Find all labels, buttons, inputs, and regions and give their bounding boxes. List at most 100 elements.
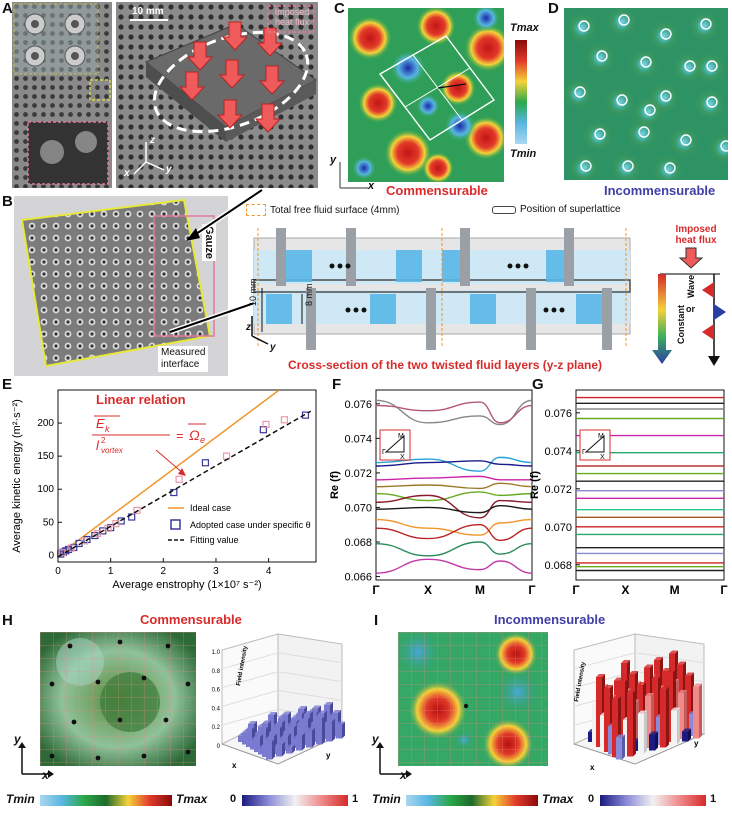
caption-incommensurable-i: Incommensurable xyxy=(494,612,606,627)
bar-top xyxy=(282,711,291,715)
photo-grid-overview xyxy=(12,2,112,188)
bar-side xyxy=(684,690,687,739)
vortex-spot xyxy=(699,93,721,115)
brillouin-path xyxy=(584,434,605,453)
x-tick-label: 3 xyxy=(213,566,219,577)
legend-superlattice-text: Position of superlattice xyxy=(520,204,621,215)
panel-d-heatmap xyxy=(564,8,728,180)
panel-label-b: B xyxy=(2,193,13,210)
imposed-heat-label-a: Imposed heat flux xyxy=(271,7,313,27)
tmax-label-h: Tmax xyxy=(176,792,208,806)
band-line xyxy=(375,475,532,481)
x-tick-label: 2 xyxy=(161,566,167,577)
superlattice-dot xyxy=(117,717,123,723)
colorbar-intensity-h xyxy=(242,795,348,806)
panel-label-c: C xyxy=(334,0,345,17)
bar-top xyxy=(276,741,285,745)
imposed-heat-line2: heat flux xyxy=(274,17,310,27)
series-line xyxy=(58,410,312,558)
bar-top xyxy=(336,721,345,725)
band-line xyxy=(375,482,533,490)
caption-commensurable-h: Commensurable xyxy=(140,612,242,627)
bar-top xyxy=(619,678,628,682)
bar-top xyxy=(645,693,654,696)
bar-side xyxy=(677,707,680,745)
bar-top xyxy=(262,720,271,724)
panel-h-heatmap xyxy=(40,632,196,766)
imposed-heat-flux-b-line2: heat flux xyxy=(675,235,717,246)
vortex-marker xyxy=(664,162,676,174)
y-tick-label: 0.070 xyxy=(344,502,372,514)
bar-side xyxy=(282,741,285,757)
panel-i-heatmap xyxy=(398,632,548,766)
measured-line2: interface xyxy=(161,359,200,370)
bar-top xyxy=(312,705,321,709)
panel-label-g: G xyxy=(532,376,544,393)
superlattice-dot xyxy=(185,749,191,755)
bar-top xyxy=(652,675,661,679)
panel-b-photo: Gauze Measured interface xyxy=(14,196,228,376)
y-tick-label: 0.076 xyxy=(344,399,372,411)
high-symmetry-label: M xyxy=(670,583,680,597)
bar-top xyxy=(654,657,663,660)
vortex-spot xyxy=(633,53,655,75)
cbar-min-i: 0 xyxy=(588,793,595,805)
legend-free-surface-text: Total free fluid surface (4mm) xyxy=(270,204,400,216)
bar-top xyxy=(276,720,285,723)
data-point xyxy=(175,475,183,483)
plot-frame xyxy=(575,389,725,581)
bar xyxy=(693,686,699,739)
y-tick-label: 0.068 xyxy=(544,560,572,572)
band-line xyxy=(375,491,533,502)
y-axis-label-3d: y xyxy=(326,751,331,760)
x-axis-label-3d: x xyxy=(590,763,595,772)
y-tick-label: 0.072 xyxy=(344,468,372,480)
bar xyxy=(286,747,292,754)
bar xyxy=(266,741,272,760)
dim-10mm-label: 10 mm xyxy=(248,278,258,306)
series-line xyxy=(58,390,280,556)
superlattice-dot xyxy=(95,755,101,761)
x-tick-label: 1 xyxy=(108,566,114,577)
bar-top xyxy=(246,726,255,729)
inset-m: M xyxy=(598,433,604,440)
grid-line xyxy=(277,671,343,683)
panel-label-d: D xyxy=(548,0,559,17)
vortex-marker xyxy=(574,86,586,98)
y-tick-label: 0.072 xyxy=(544,484,572,496)
x-axis-label: Average enstrophy (1×10⁷ s⁻²) xyxy=(112,579,261,591)
colorbar-temp-i xyxy=(406,795,538,806)
bar xyxy=(682,731,688,742)
bar-top xyxy=(286,744,295,748)
vortex-spot xyxy=(693,15,715,37)
bar-top xyxy=(660,686,669,690)
relation-pointer xyxy=(155,449,185,475)
data-point xyxy=(93,529,102,538)
cross-section-diagram xyxy=(251,228,631,350)
band-line xyxy=(375,558,533,574)
vortex-spot xyxy=(573,157,595,179)
band-line xyxy=(375,518,533,536)
brillouin-inset xyxy=(379,429,411,461)
bar-side xyxy=(699,683,702,739)
heatmap-commensurable-h xyxy=(40,632,196,766)
grid-line xyxy=(221,652,279,670)
svg-text:l: l xyxy=(96,438,100,453)
bar-top xyxy=(296,711,305,714)
y-tick-label: 100 xyxy=(37,484,54,495)
inset-x: X xyxy=(400,454,405,461)
cbar-min-h: 0 xyxy=(230,793,237,805)
bar-side xyxy=(342,721,345,739)
scale-bar-label: 10 mm xyxy=(132,6,164,17)
superlattice-dot xyxy=(71,719,77,725)
grid-line xyxy=(221,708,279,726)
panel-label-h: H xyxy=(2,612,13,629)
caption-commensurable-c: Commensurable xyxy=(386,183,488,198)
z-tick-label: 0.2 xyxy=(212,725,221,731)
bar xyxy=(649,734,655,751)
bar-side xyxy=(655,731,658,751)
y-axis-label: Average kinetic energy (m²·s⁻²) xyxy=(11,399,23,553)
gauze-label: Gauze xyxy=(202,224,216,262)
inset-x: X xyxy=(600,454,605,461)
